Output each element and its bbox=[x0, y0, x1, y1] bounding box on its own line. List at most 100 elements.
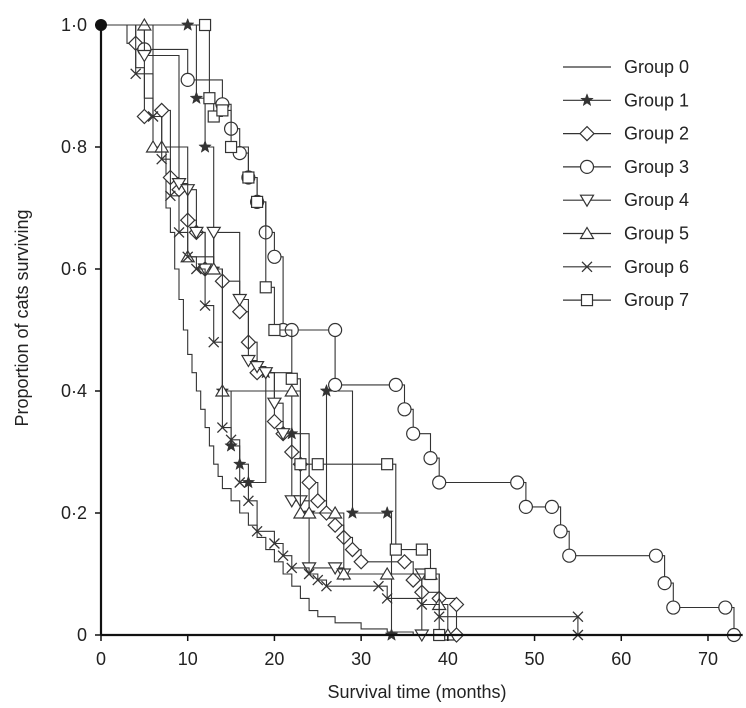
data-point-marker bbox=[251, 525, 263, 537]
data-point-marker bbox=[242, 171, 255, 184]
legend-marker bbox=[581, 261, 593, 273]
legend: Group 0 Group 1 Group 2 Group 3 Group 4 Group… bbox=[563, 57, 689, 310]
data-point-marker bbox=[267, 249, 282, 264]
data-point-marker bbox=[379, 566, 395, 580]
x-axis-title: Survival time (months) bbox=[327, 682, 506, 702]
data-point-marker bbox=[510, 475, 525, 490]
data-point-marker bbox=[309, 492, 326, 509]
y-tick-label: 0·4 bbox=[61, 381, 87, 401]
data-point-marker bbox=[136, 108, 153, 125]
data-point-marker bbox=[345, 505, 360, 519]
data-point-marker bbox=[224, 140, 238, 154]
data-point-marker bbox=[373, 580, 384, 592]
data-point-marker bbox=[666, 600, 681, 615]
x-tick-label: 70 bbox=[698, 649, 718, 669]
data-point-marker bbox=[327, 517, 343, 534]
legend-label: Group 7 bbox=[624, 290, 689, 310]
y-axis-title: Proportion of cats surviving bbox=[12, 209, 32, 426]
legend-label: Group 6 bbox=[624, 257, 689, 277]
legend-label: Group 0 bbox=[624, 57, 689, 77]
data-point-marker bbox=[328, 377, 343, 392]
data-point-marker bbox=[277, 550, 289, 562]
data-point-marker bbox=[259, 281, 272, 294]
data-point-marker bbox=[275, 428, 291, 441]
data-point-marker bbox=[234, 477, 246, 488]
data-point-marker bbox=[258, 367, 274, 380]
data-point-marker bbox=[156, 153, 168, 165]
legend-marker bbox=[580, 294, 594, 307]
data-point-marker bbox=[397, 402, 412, 417]
data-point-marker bbox=[301, 505, 317, 519]
data-point-marker bbox=[286, 562, 298, 574]
data-point-marker bbox=[231, 303, 248, 320]
data-point-marker bbox=[328, 322, 343, 338]
data-point-marker bbox=[208, 336, 220, 348]
data-point-marker bbox=[189, 90, 204, 105]
data-point-marker bbox=[268, 323, 281, 337]
legend-label: Group 5 bbox=[624, 224, 689, 244]
y-tick-label: 0 bbox=[77, 625, 87, 645]
legend-marker bbox=[579, 159, 595, 174]
data-point-marker bbox=[448, 596, 465, 613]
data-point-marker bbox=[153, 102, 170, 119]
series-line bbox=[101, 24, 414, 635]
data-point-marker bbox=[130, 68, 142, 80]
data-point-marker bbox=[173, 226, 185, 238]
data-point-marker bbox=[381, 458, 394, 471]
legend-marker bbox=[579, 125, 595, 142]
data-point-marker bbox=[188, 226, 204, 240]
data-point-marker bbox=[718, 600, 733, 615]
x-tick-label: 30 bbox=[351, 649, 371, 669]
data-point-marker bbox=[405, 572, 422, 588]
data-point-marker bbox=[147, 111, 159, 122]
data-point-marker bbox=[216, 104, 229, 117]
data-point-marker bbox=[294, 458, 307, 471]
data-point-marker bbox=[206, 261, 222, 275]
legend-marker bbox=[580, 93, 594, 107]
data-point-marker bbox=[198, 18, 212, 32]
data-point-marker bbox=[232, 293, 248, 307]
data-point-marker bbox=[553, 524, 568, 539]
x-tick-label: 60 bbox=[611, 649, 631, 669]
data-point-marker bbox=[406, 426, 421, 441]
data-point-marker bbox=[216, 422, 228, 434]
x-tick-label: 10 bbox=[178, 649, 198, 669]
data-point-marker bbox=[250, 195, 264, 208]
data-point-marker bbox=[657, 576, 672, 591]
data-point-marker bbox=[224, 438, 239, 452]
data-point-marker bbox=[562, 548, 577, 563]
x-tick-label: 40 bbox=[438, 649, 458, 669]
series-line bbox=[101, 24, 579, 635]
y-tick-label: 1·0 bbox=[61, 15, 87, 35]
data-point-marker bbox=[164, 190, 176, 202]
data-point-marker bbox=[381, 592, 393, 604]
data-point-marker bbox=[225, 434, 237, 446]
legend-marker bbox=[579, 194, 595, 208]
data-point-marker bbox=[396, 553, 413, 570]
data-point-marker bbox=[180, 17, 195, 31]
legend-label: Group 3 bbox=[624, 157, 689, 177]
data-point-marker bbox=[648, 548, 664, 563]
data-point-marker bbox=[312, 574, 324, 586]
data-point-marker bbox=[190, 263, 202, 275]
data-point-marker bbox=[518, 499, 533, 514]
data-point-marker bbox=[544, 499, 560, 514]
data-point-marker bbox=[266, 397, 282, 411]
data-point-marker bbox=[389, 543, 402, 556]
series-group-0 bbox=[101, 24, 414, 635]
legend-label: Group 1 bbox=[624, 90, 689, 110]
data-point-marker bbox=[311, 458, 324, 471]
y-tick-label: 0·2 bbox=[61, 503, 87, 523]
data-point-marker bbox=[203, 92, 216, 105]
data-point-marker bbox=[206, 226, 222, 240]
data-point-marker bbox=[285, 372, 298, 385]
axes: 0 10 20 30 40 50 60 70 0 0·2 0·4 0·6 0·8 1·0 bbox=[61, 15, 743, 669]
data-point-marker bbox=[303, 568, 315, 580]
data-point-marker bbox=[284, 383, 300, 397]
data-point-marker bbox=[353, 553, 369, 570]
series-group-7 bbox=[101, 18, 446, 642]
data-point-marker bbox=[320, 580, 332, 592]
data-point-marker bbox=[423, 451, 438, 466]
data-point-marker bbox=[136, 49, 152, 63]
